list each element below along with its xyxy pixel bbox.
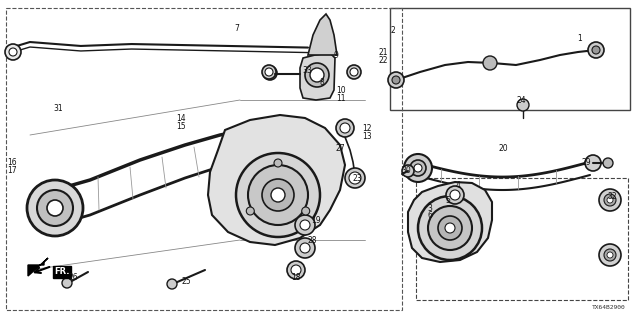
Text: 31: 31 — [53, 103, 63, 113]
Text: 8: 8 — [319, 77, 324, 86]
Circle shape — [392, 76, 400, 84]
Text: TX64B2900: TX64B2900 — [592, 305, 626, 310]
Circle shape — [607, 197, 613, 203]
Circle shape — [603, 158, 613, 168]
Circle shape — [345, 168, 365, 188]
Text: 10: 10 — [336, 85, 346, 94]
Circle shape — [262, 179, 294, 211]
Text: 17: 17 — [7, 165, 17, 174]
Circle shape — [271, 188, 285, 202]
Circle shape — [599, 189, 621, 211]
Text: 18: 18 — [291, 274, 301, 283]
Circle shape — [517, 99, 529, 111]
Text: 4: 4 — [456, 180, 460, 189]
Circle shape — [300, 220, 310, 230]
Polygon shape — [208, 115, 345, 245]
Circle shape — [265, 68, 273, 76]
Circle shape — [301, 207, 310, 215]
Bar — [390, 8, 630, 110]
Circle shape — [446, 186, 464, 204]
Circle shape — [310, 68, 324, 82]
Polygon shape — [308, 14, 337, 55]
Circle shape — [236, 153, 320, 237]
Circle shape — [167, 279, 177, 289]
Bar — [416, 178, 628, 300]
Text: 20: 20 — [498, 143, 508, 153]
Text: 25: 25 — [181, 277, 191, 286]
Text: 15: 15 — [176, 122, 186, 131]
Circle shape — [295, 238, 315, 258]
Text: 1: 1 — [578, 34, 582, 43]
Circle shape — [450, 190, 460, 200]
Text: 22: 22 — [378, 55, 388, 65]
Circle shape — [274, 159, 282, 167]
Circle shape — [305, 63, 329, 87]
Circle shape — [349, 172, 361, 184]
Circle shape — [410, 160, 426, 176]
Circle shape — [418, 196, 482, 260]
Text: 2: 2 — [390, 26, 396, 35]
Text: 13: 13 — [362, 132, 372, 140]
Polygon shape — [300, 53, 335, 100]
Circle shape — [47, 200, 63, 216]
Text: 3: 3 — [428, 204, 433, 212]
Circle shape — [428, 206, 472, 250]
Text: 26: 26 — [68, 274, 78, 283]
Circle shape — [62, 278, 72, 288]
Text: 19: 19 — [311, 215, 321, 225]
Circle shape — [266, 69, 274, 77]
Text: 9: 9 — [333, 51, 339, 60]
Text: 33: 33 — [302, 66, 312, 75]
Circle shape — [263, 66, 277, 80]
Polygon shape — [408, 182, 492, 262]
Bar — [6, 8, 402, 310]
Text: 5: 5 — [445, 196, 451, 204]
Circle shape — [402, 165, 414, 177]
Circle shape — [414, 164, 422, 172]
Circle shape — [445, 223, 455, 233]
Circle shape — [9, 48, 17, 56]
Circle shape — [291, 265, 301, 275]
Circle shape — [300, 243, 310, 253]
Text: 11: 11 — [336, 93, 346, 102]
Text: 7: 7 — [235, 23, 239, 33]
Circle shape — [404, 154, 432, 182]
Text: 14: 14 — [176, 114, 186, 123]
Circle shape — [287, 261, 305, 279]
Circle shape — [248, 165, 308, 225]
Text: FR.: FR. — [54, 268, 70, 276]
Circle shape — [340, 123, 350, 133]
Circle shape — [604, 249, 616, 261]
Circle shape — [604, 194, 616, 206]
Text: 6: 6 — [428, 211, 433, 220]
Text: 12: 12 — [362, 124, 372, 132]
Circle shape — [438, 216, 462, 240]
Circle shape — [388, 72, 404, 88]
Circle shape — [585, 155, 601, 171]
Circle shape — [262, 65, 276, 79]
Text: 28: 28 — [307, 236, 317, 244]
Circle shape — [295, 215, 315, 235]
Circle shape — [246, 207, 254, 215]
Circle shape — [588, 42, 604, 58]
Text: 23: 23 — [352, 173, 362, 182]
Text: 30: 30 — [401, 165, 411, 174]
Circle shape — [592, 46, 600, 54]
Circle shape — [347, 65, 361, 79]
Circle shape — [599, 244, 621, 266]
Circle shape — [336, 119, 354, 137]
Text: 21: 21 — [378, 47, 388, 57]
Text: 27: 27 — [335, 143, 345, 153]
Circle shape — [37, 190, 73, 226]
Text: 29: 29 — [581, 157, 591, 166]
Circle shape — [27, 180, 83, 236]
Circle shape — [350, 68, 358, 76]
Text: 16: 16 — [7, 157, 17, 166]
Circle shape — [5, 44, 21, 60]
Circle shape — [607, 252, 613, 258]
Circle shape — [483, 56, 497, 70]
Text: 32: 32 — [607, 191, 617, 201]
Polygon shape — [28, 258, 48, 276]
Text: 24: 24 — [516, 95, 526, 105]
